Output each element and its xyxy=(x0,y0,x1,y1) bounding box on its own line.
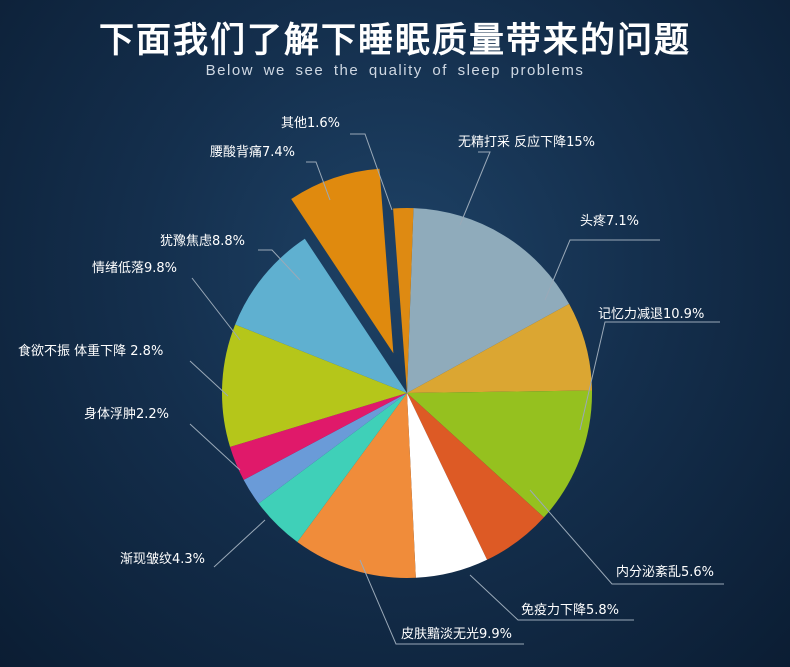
leader-line xyxy=(258,249,301,281)
leader-line xyxy=(306,161,331,201)
leader-line xyxy=(359,559,524,645)
leader-line xyxy=(459,151,491,226)
slice-label: 内分泌紊乱5.6% xyxy=(616,564,714,580)
slice-label: 身体浮肿2.2% xyxy=(84,406,169,422)
slice-label: 皮肤黯淡无光9.9% xyxy=(401,627,512,642)
slice-label: 无精打采 反应下降15% xyxy=(458,134,595,150)
page-subtitle: Below we see the quality of sleep proble… xyxy=(205,62,585,79)
pie-slice xyxy=(393,208,414,393)
pie-slice xyxy=(407,303,592,393)
pie-slice xyxy=(291,168,394,354)
pie-slice xyxy=(222,324,407,447)
pie-slice xyxy=(235,238,407,393)
leader-line xyxy=(350,133,393,211)
leader-line xyxy=(213,519,266,568)
slice-label: 其他1.6% xyxy=(281,116,340,131)
pie-slice xyxy=(407,393,488,578)
leader-line xyxy=(469,574,634,621)
leader-line xyxy=(189,423,241,471)
pie-slice xyxy=(407,393,544,560)
leader-line xyxy=(544,239,660,301)
slice-label: 犹豫焦虑8.8% xyxy=(160,234,245,249)
page-title: 下面我们了解下睡眠质量带来的问题 xyxy=(98,21,691,61)
slice-label: 腰酸背痛7.4% xyxy=(210,144,295,160)
leader-line xyxy=(529,489,724,585)
pie-slice xyxy=(407,390,592,518)
slice-label: 免疫力下降5.8% xyxy=(521,602,619,618)
slice-label: 渐现皱纹4.3% xyxy=(120,551,205,567)
pie-slice xyxy=(243,393,407,504)
pie-slice xyxy=(258,393,407,543)
slice-label: 头疼7.1% xyxy=(580,214,639,229)
slice-label: 记忆力减退10.9% xyxy=(598,306,704,322)
slice-label: 情绪低落9.8% xyxy=(92,261,177,276)
leader-line xyxy=(189,360,229,397)
slice-label: 食欲不振 体重下降 2.8% xyxy=(18,343,163,359)
leader-line xyxy=(191,277,241,341)
pie-slice xyxy=(230,393,407,480)
leader-line xyxy=(579,321,720,431)
pie-slice xyxy=(407,208,570,393)
pie-slice xyxy=(297,393,416,579)
